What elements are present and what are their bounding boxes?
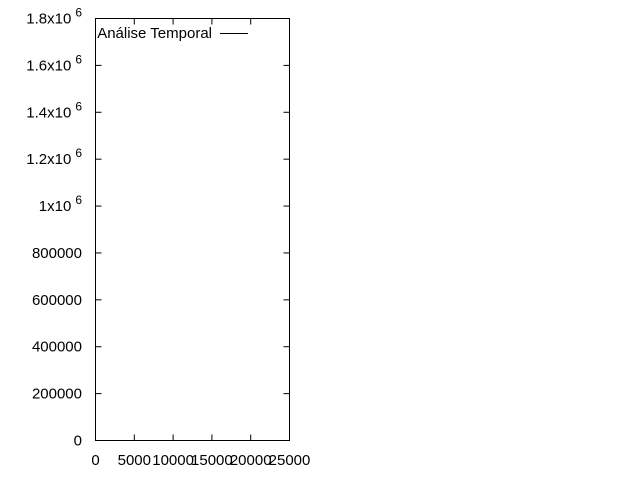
y-tick-exponent: 6	[75, 146, 82, 160]
x-tick-label: 0	[91, 452, 99, 469]
y-tick-exponent: 6	[75, 99, 82, 113]
y-tick-base: 1.8x10	[26, 11, 71, 28]
y-tick-exponent: 6	[75, 52, 82, 66]
y-tick-label: 200000	[32, 386, 82, 403]
y-tick-exponent: 6	[75, 193, 82, 207]
y-tick-base: 1x10	[39, 198, 72, 215]
y-tick-base: 1.6x10	[26, 57, 71, 74]
y-tick-label: 1.4x10 6	[26, 99, 82, 121]
legend-label: Análise Temporal	[97, 25, 212, 42]
y-tick-label: 800000	[32, 245, 82, 262]
x-tick-label: 10000	[152, 452, 194, 469]
x-tick-label: 5000	[118, 452, 151, 469]
y-tick-label: 0	[74, 433, 82, 450]
legend: Análise Temporal	[97, 25, 248, 42]
x-tick-label: 15000	[191, 452, 233, 469]
y-tick-label: 1x10 6	[39, 193, 83, 215]
y-tick-label: 1.2x10 6	[26, 146, 82, 168]
plot-frame	[95, 18, 290, 441]
y-tick-label: 400000	[32, 339, 82, 356]
y-tick-base: 1.2x10	[26, 151, 71, 168]
y-tick-label: 600000	[32, 292, 82, 309]
x-tick-label: 25000	[269, 452, 311, 469]
y-tick-label: 1.6x10 6	[26, 52, 82, 74]
y-tick-exponent: 6	[75, 6, 82, 20]
x-tick-label: 20000	[230, 452, 272, 469]
y-tick-base: 1.4x10	[26, 104, 71, 121]
y-tick-label: 1.8x10 6	[26, 6, 82, 28]
